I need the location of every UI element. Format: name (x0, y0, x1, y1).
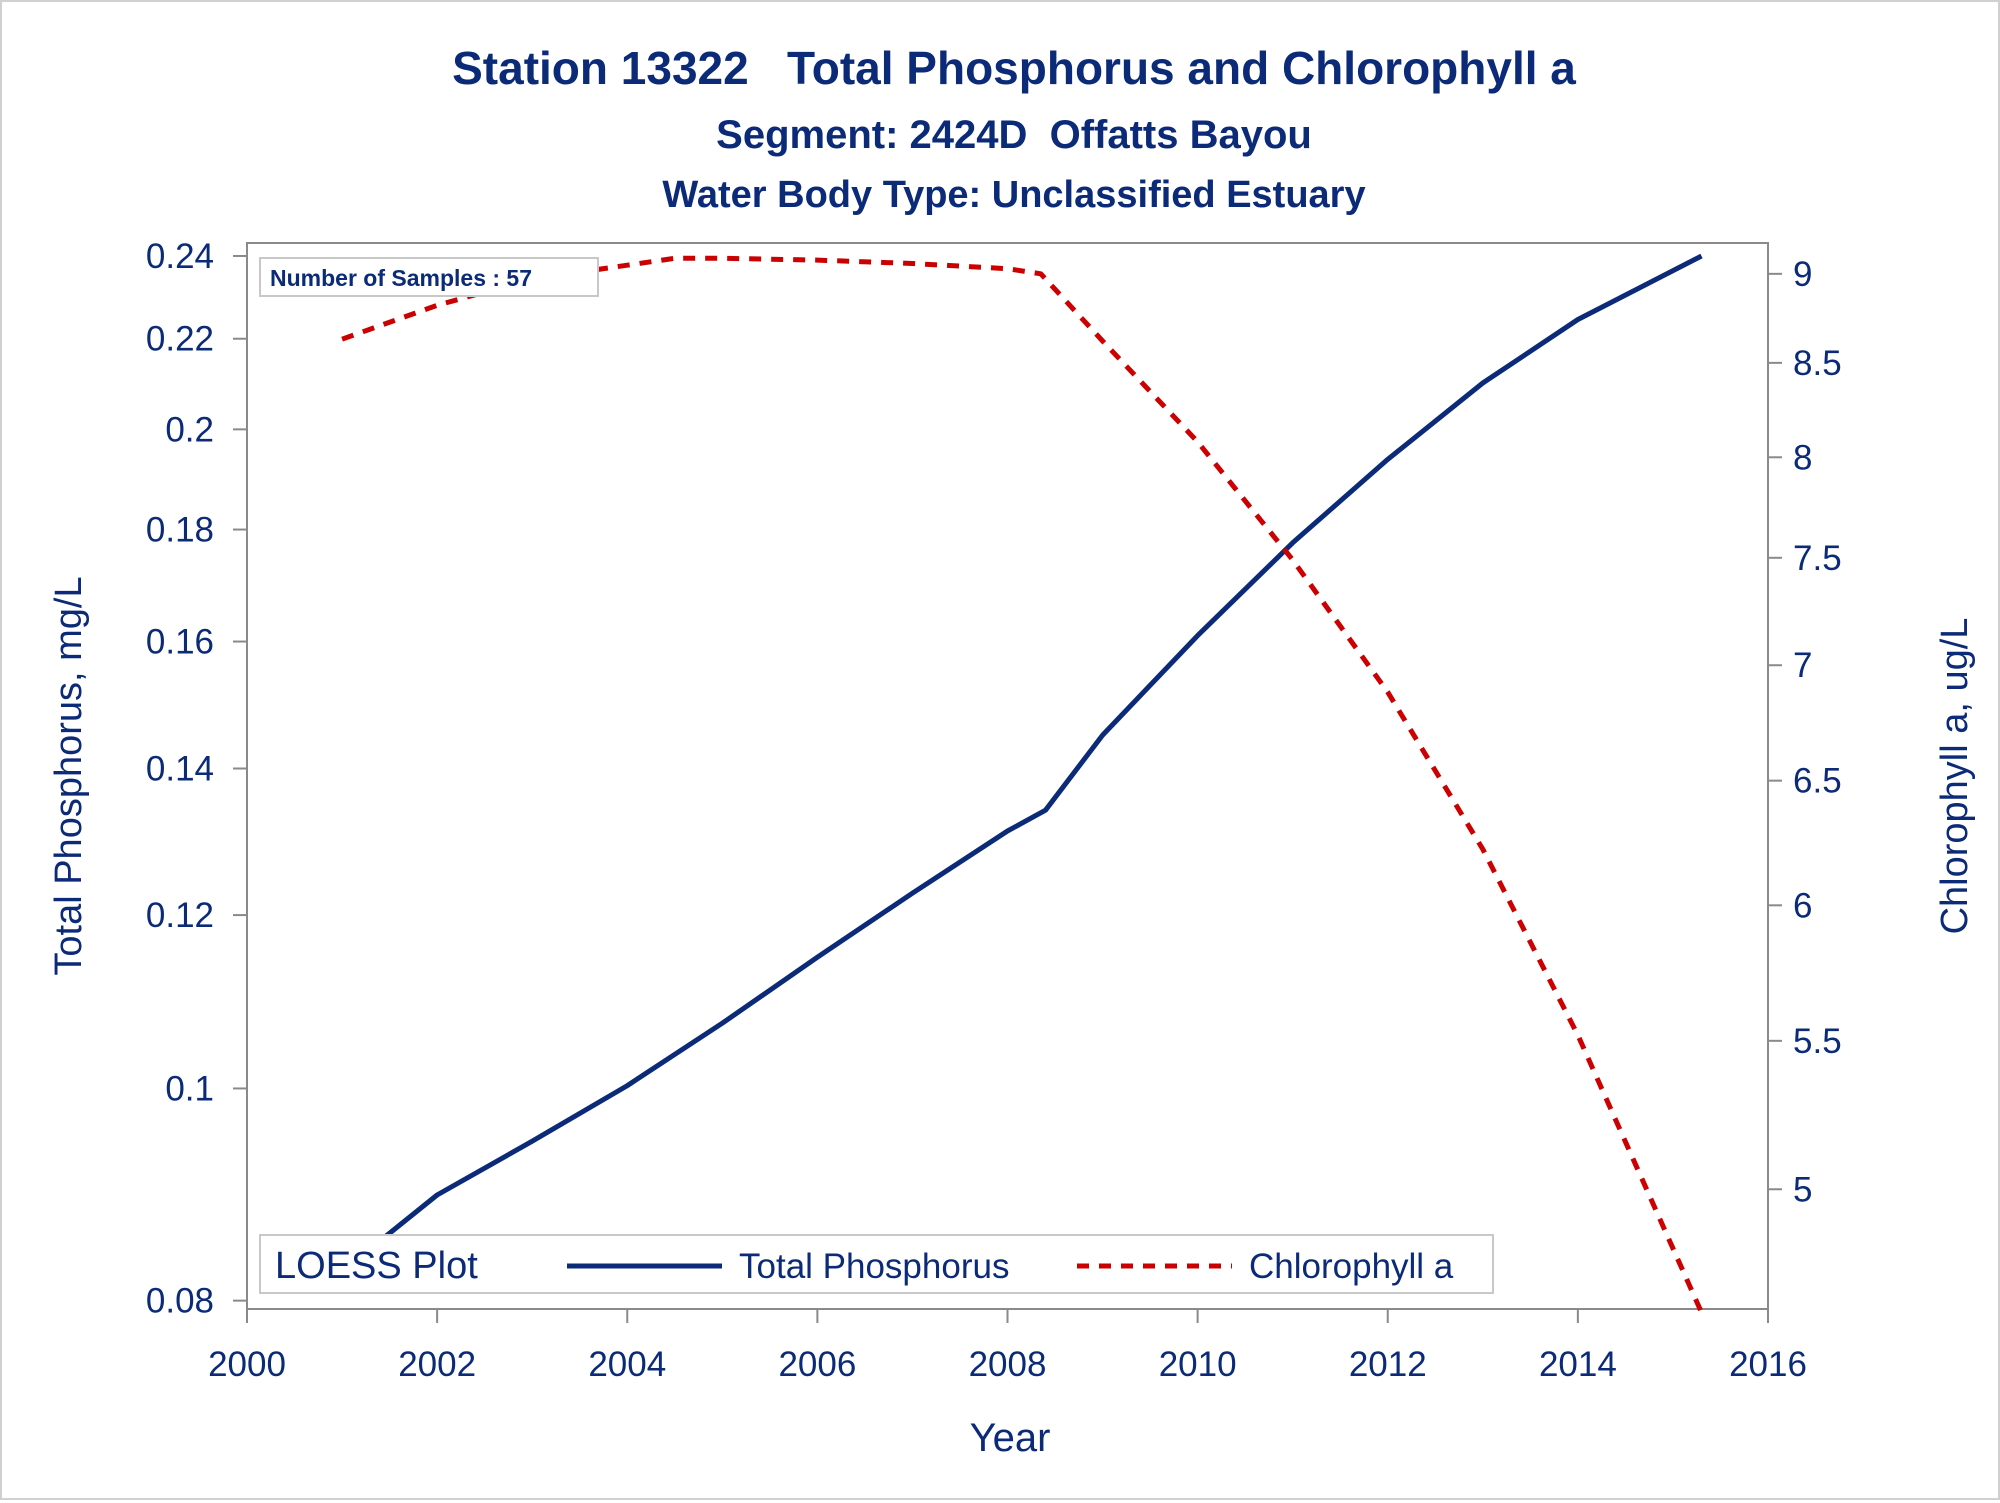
legend-label-phosphorus: Total Phosphorus (739, 1247, 1009, 1286)
sample-count-frame (259, 257, 599, 297)
x-axis: 2000 2002 2004 2006 2008 2010 2012 2014 2016 (208, 1308, 1807, 1384)
legend-label-chlorophyll: Chlorophyll a (1249, 1247, 1454, 1286)
x-tick-label: 2004 (588, 1345, 666, 1384)
y-axis-left: 0.08 0.1 0.12 0.14 0.16 0.18 0.2 0.22 0.24 (146, 237, 248, 1321)
plot-area (246, 242, 1769, 1310)
chart-subtitle: Segment: 2424D Offatts Bayou (716, 113, 1312, 157)
y-right-tick-label: 6.5 (1793, 762, 1842, 801)
legend-frame (259, 1234, 1494, 1294)
legend: LOESS Plot Total Phosphorus Chlorophyll … (259, 1234, 1494, 1294)
y-left-tick-label: 0.18 (146, 511, 214, 550)
y-right-tick-label: 9 (1793, 255, 1812, 294)
y-right-tick-label: 6 (1793, 886, 1812, 925)
x-tick-label: 2010 (1159, 1345, 1237, 1384)
series-line-chlorophyll (341, 255, 1704, 1314)
y-left-tick-label: 0.1 (165, 1069, 214, 1108)
x-tick-label: 2006 (778, 1345, 856, 1384)
y-left-tick-label: 0.12 (146, 896, 214, 935)
x-tick-label: 2002 (398, 1345, 476, 1384)
y-left-tick-label: 0.16 (146, 623, 214, 662)
y-left-tick-label: 0.24 (146, 237, 214, 276)
x-tick-label: 2014 (1539, 1345, 1617, 1384)
x-tick-label: 2000 (208, 1345, 286, 1384)
y-axis-right: 5 5.5 6 6.5 7 7.5 8 8.5 9 (1768, 255, 1842, 1209)
y-right-tick-label: 7 (1793, 646, 1812, 685)
y-right-tick-label: 5.5 (1793, 1022, 1842, 1061)
series-layer (340, 253, 1704, 1314)
x-tick-label: 2016 (1729, 1345, 1807, 1384)
legend-title: LOESS Plot (275, 1245, 478, 1287)
sample-count-box: Number of Samples : 57 (259, 257, 599, 297)
x-tick-label: 2012 (1349, 1345, 1427, 1384)
y-right-tick-label: 5 (1793, 1170, 1812, 1209)
y-right-tick-label: 8 (1793, 438, 1812, 477)
y-left-tick-label: 0.22 (146, 320, 214, 359)
x-axis-label: Year (970, 1416, 1051, 1460)
sample-count-text: Number of Samples : 57 (270, 265, 532, 291)
y-left-tick-label: 0.14 (146, 750, 214, 789)
series-line-phosphorus (340, 253, 1703, 1274)
y-left-tick-label: 0.08 (146, 1282, 214, 1321)
y-left-tick-label: 0.2 (165, 410, 214, 449)
y-right-tick-label: 8.5 (1793, 344, 1842, 383)
x-tick-label: 2008 (969, 1345, 1047, 1384)
y-axis-left-label: Total Phosphorus, mg/L (48, 576, 90, 975)
y-axis-right-label: Chlorophyll a, ug/L (1934, 618, 1976, 935)
chart-subtitle-2: Water Body Type: Unclassified Estuary (662, 174, 1365, 216)
chart-title: Station 13322 Total Phosphorus and Chlor… (452, 42, 1576, 94)
y-right-tick-label: 7.5 (1793, 539, 1842, 578)
